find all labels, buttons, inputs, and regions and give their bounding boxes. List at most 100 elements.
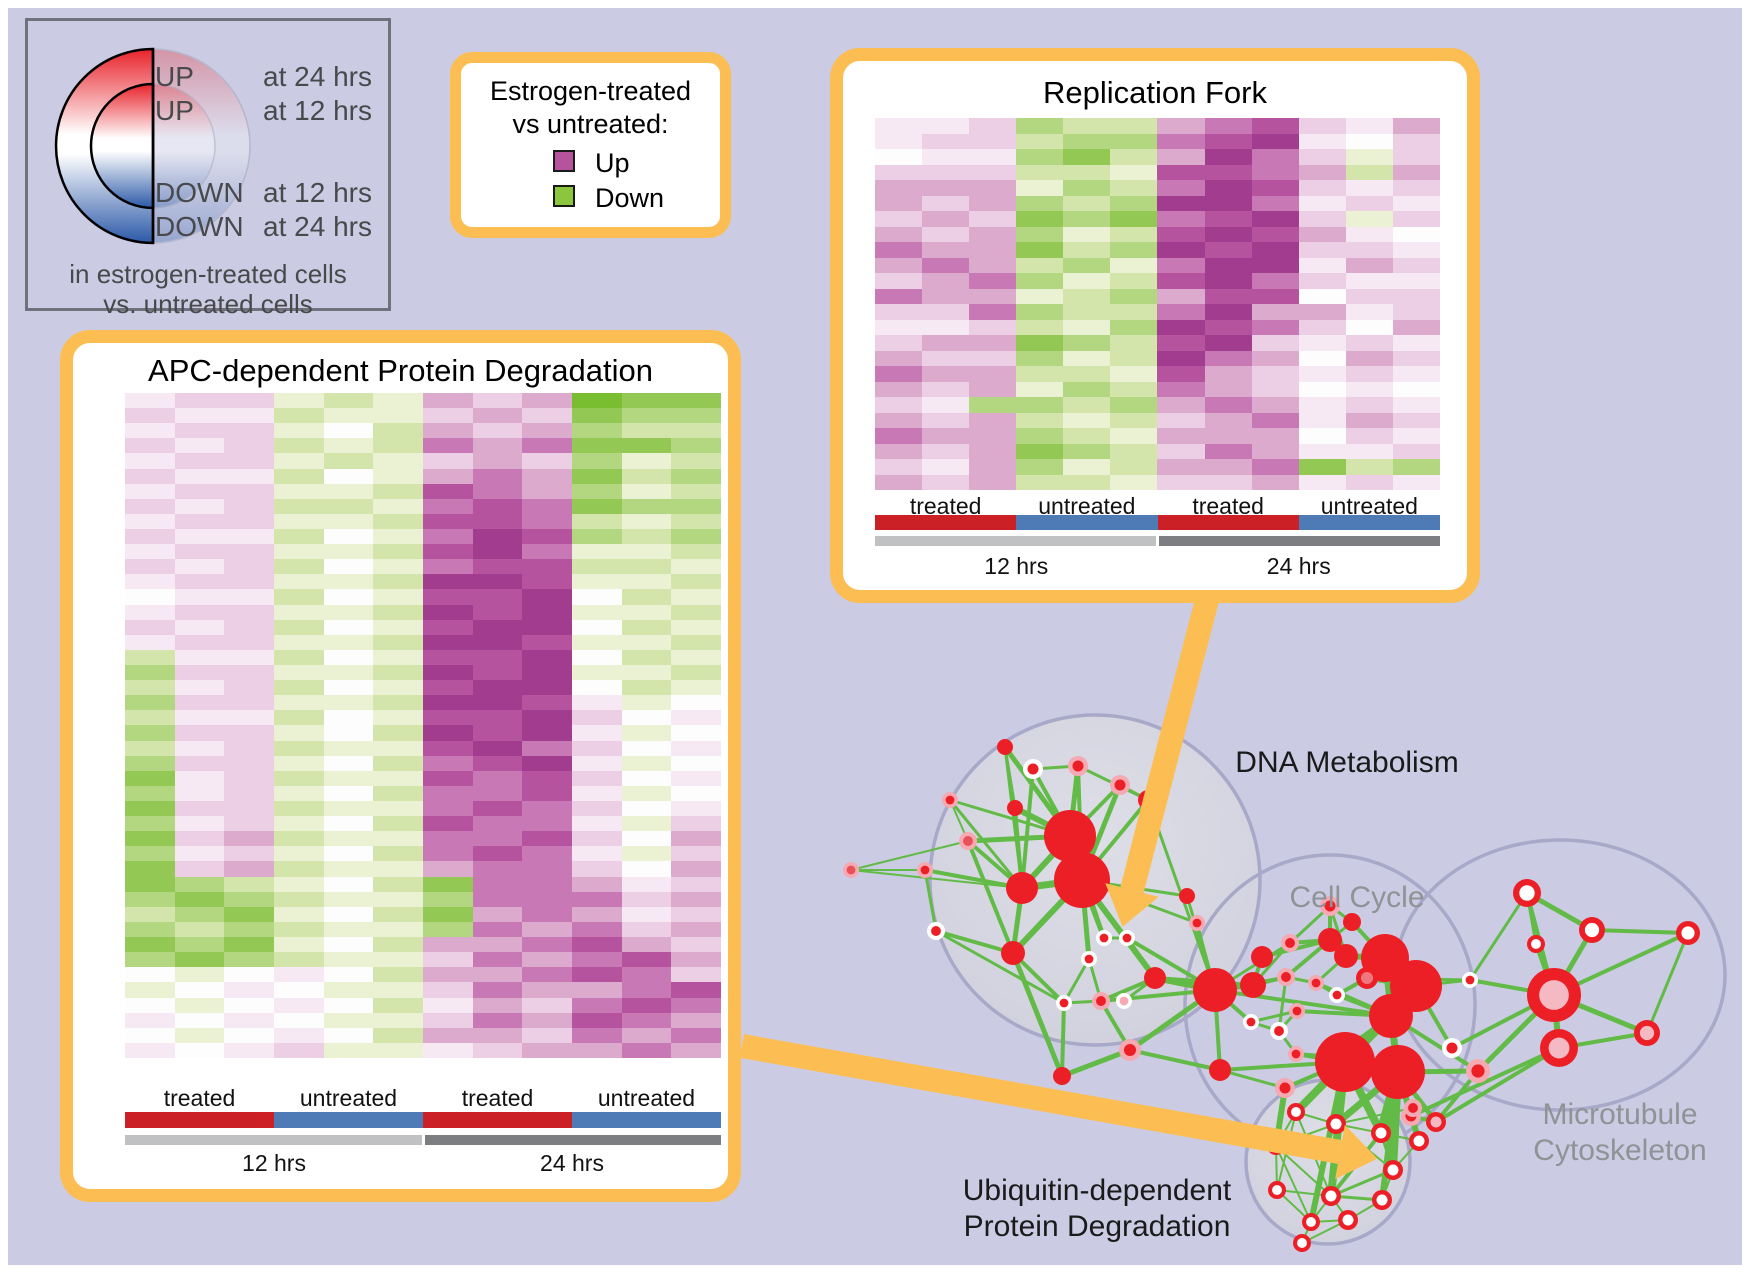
heatmap-cell [323, 1012, 374, 1028]
heatmap-cell [621, 770, 672, 786]
network-node [1056, 995, 1072, 1011]
heatmap-cell [969, 211, 1017, 227]
heatmap-cell [423, 664, 473, 681]
heatmap-cell [224, 785, 274, 801]
network-edge [1214, 982, 1254, 993]
network-node [1527, 935, 1545, 953]
network-node [1343, 913, 1361, 931]
heatmap-cell [671, 1012, 721, 1028]
heatmap-cell [522, 680, 572, 696]
network-node-core [1405, 1110, 1417, 1122]
network-edge [1068, 835, 1106, 939]
heatmap-cell [1157, 474, 1205, 490]
heatmap-cell [423, 1012, 473, 1028]
heatmap-cell [1063, 257, 1111, 273]
heatmap-cell [125, 649, 175, 665]
heatmap-cell [323, 680, 374, 696]
network-node-core [1059, 998, 1069, 1008]
heatmap-cell [572, 831, 622, 847]
heatmap-cell [671, 680, 721, 696]
heatmap-cell [472, 438, 523, 454]
heatmap-cell [1345, 381, 1393, 397]
network-edge [1010, 952, 1065, 1077]
heatmap-cell [671, 710, 721, 726]
heatmap-cell [423, 1042, 473, 1058]
heatmap-cell [423, 937, 473, 953]
heatmap-cell [671, 816, 721, 832]
heatmap-cell [323, 408, 374, 424]
heatmap-cell [472, 393, 523, 409]
heatmap-cell [224, 997, 274, 1013]
heatmap-cell [1298, 180, 1346, 196]
heatmap-cell [125, 861, 175, 877]
cluster-label: Cytoskeleton [1533, 1134, 1706, 1167]
color-legend-title-line2: vs untreated: [512, 109, 669, 139]
heatmap-cell [1204, 366, 1252, 382]
network-node [1293, 1234, 1311, 1252]
heatmap-cell [1157, 443, 1205, 459]
heatmap-cell [1345, 397, 1393, 413]
heatmap-cell [671, 408, 721, 424]
heatmap-cell [621, 544, 672, 560]
cluster-bubble [1183, 853, 1477, 1157]
cluster-label: Cell Cycle [1289, 881, 1424, 914]
network-node [1308, 975, 1324, 991]
heatmap-cell [472, 710, 523, 726]
condition-label: treated [1192, 493, 1264, 519]
network-node-core [1114, 779, 1126, 791]
condition-bar [274, 1112, 423, 1128]
cluster-label: Microtubule [1542, 1098, 1697, 1131]
heatmap-cell [1345, 118, 1393, 134]
heatmap-cell [522, 740, 572, 756]
heatmap-cell [323, 740, 374, 756]
heatmap-cell [125, 498, 175, 514]
network-edge [1380, 1132, 1420, 1142]
network-node [1329, 987, 1345, 1003]
heatmap-cell [875, 428, 923, 444]
network-edge [1062, 958, 1091, 1004]
heatmap-cell [969, 118, 1017, 134]
heatmap-cell [274, 513, 324, 529]
network-edge [1013, 805, 1072, 839]
heatmap-cell [1392, 211, 1440, 227]
heatmap-cell [274, 982, 324, 998]
heatmap-cell [969, 366, 1017, 382]
heatmap-cell [922, 381, 970, 397]
heatmap-cell [1110, 257, 1158, 273]
heatmap-cell [423, 649, 473, 665]
heatmap-cell [125, 483, 175, 499]
heatmap-cell [671, 513, 721, 529]
updown-gradient-rings-icon [54, 47, 251, 245]
network-edge [1081, 878, 1188, 898]
network-edge [1061, 1047, 1131, 1079]
heatmap-cell [323, 544, 374, 560]
network-edge [1128, 987, 1217, 1053]
network-node [1442, 1038, 1462, 1058]
heatmap-cell [572, 800, 622, 817]
key-time: at 12 hrs [263, 177, 372, 208]
heatmap-cell [125, 921, 175, 937]
heatmap-cell [1063, 273, 1111, 289]
heatmap-cell [323, 664, 374, 681]
heatmap-cell [522, 589, 572, 605]
heatmap-cell [274, 876, 324, 892]
heatmap-cell [1063, 443, 1111, 459]
heatmap-cell [1016, 428, 1064, 444]
network-edge [1335, 1123, 1394, 1171]
condition-label: untreated [1320, 493, 1418, 519]
heatmap-cell [224, 574, 274, 590]
heatmap-cell [875, 118, 923, 134]
heatmap-cell [224, 725, 274, 741]
heatmap-cell [423, 619, 473, 635]
heatmap-cell [572, 710, 622, 726]
heatmap-cell [1204, 381, 1252, 397]
heatmap-cell [1298, 443, 1346, 459]
heatmap-cell [922, 242, 970, 258]
heatmap-cell [572, 921, 622, 937]
network-edge [1329, 1131, 1383, 1198]
heatmap-cell [572, 664, 622, 681]
heatmap-cell [572, 483, 622, 499]
heatmap-cell [125, 725, 175, 741]
heatmap-cell [423, 876, 473, 892]
heatmap-cell [274, 967, 324, 983]
